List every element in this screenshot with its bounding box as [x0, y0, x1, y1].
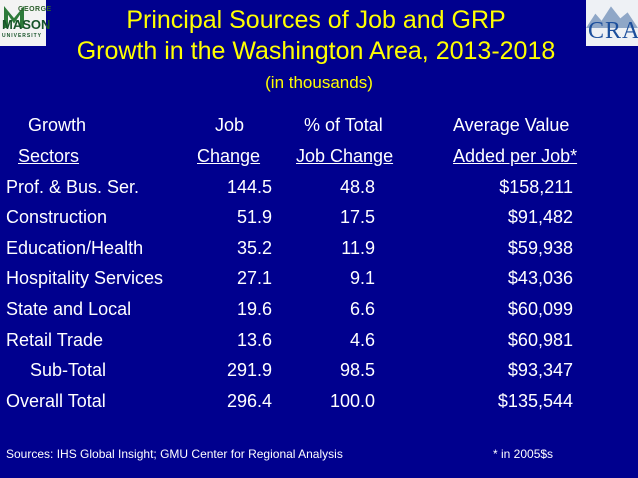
value-cell: $91,482	[507, 207, 573, 227]
george-mason-logo: GEORGE MASON UNIVERSITY	[0, 0, 51, 46]
value-cell: $135,544	[497, 391, 573, 411]
sector-cell: Construction	[6, 207, 108, 227]
col-header-job-line2: Change	[197, 146, 261, 166]
page-title-line1: Principal Sources of Job and GRP	[126, 6, 506, 34]
col-header-job-line1: Job	[215, 115, 245, 135]
page-title-line2: Growth in the Washington Area, 2013-2018	[76, 37, 556, 65]
sources-note: Sources: IHS Global Insight; GMU Center …	[6, 447, 343, 461]
sector-cell: State and Local	[6, 299, 132, 319]
pct-cell: 11.9	[341, 238, 375, 258]
gmu-logo-line1: GEORGE	[18, 6, 52, 13]
job-change-cell: 35.2	[236, 238, 272, 258]
pct-cell: 4.6	[349, 330, 375, 350]
col-header-sector-line1: Growth	[28, 115, 87, 135]
job-change-cell: 144.5	[226, 177, 272, 197]
value-cell: $43,036	[507, 268, 573, 288]
sector-cell: Retail Trade	[6, 330, 104, 350]
pct-cell: 9.1	[349, 268, 375, 288]
job-change-cell: 13.6	[236, 330, 272, 350]
job-change-cell: 19.6	[236, 299, 272, 319]
sector-cell: Prof. & Bus. Ser.	[6, 177, 140, 197]
job-change-cell: 296.4	[226, 391, 272, 411]
col-header-value-line1: Average Value	[453, 115, 570, 135]
value-cell: $60,099	[507, 299, 573, 319]
sector-cell: Overall Total	[6, 391, 106, 411]
gmu-logo-line2: MASON	[2, 17, 51, 32]
col-header-pct-line2: Job Change	[296, 146, 394, 166]
currency-note: * in 2005$s	[493, 447, 554, 461]
pct-cell: 100.0	[329, 391, 375, 411]
col-header-pct-line1: % of Total	[304, 115, 383, 135]
sector-cell: Hospitality Services	[6, 268, 164, 288]
value-cell: $59,938	[507, 238, 573, 258]
job-change-cell: 291.9	[226, 360, 272, 380]
value-cell: $158,211	[499, 177, 573, 197]
gmu-logo-line3: UNIVERSITY	[2, 33, 43, 39]
sector-cell: Sub-Total	[30, 360, 107, 380]
pct-cell: 6.6	[349, 299, 375, 319]
pct-cell: 48.8	[339, 177, 375, 197]
cra-logo-text: CRA	[588, 18, 638, 44]
cra-logo: CRA	[586, 0, 638, 46]
sector-cell: Education/Health	[6, 238, 144, 258]
page-subtitle: (in thousands)	[265, 73, 373, 92]
value-cell: $93,347	[507, 360, 573, 380]
job-change-cell: 27.1	[236, 268, 272, 288]
pct-cell: 98.5	[339, 360, 375, 380]
value-cell: $60,981	[507, 330, 573, 350]
col-header-value-line2: Added per Job*	[453, 146, 578, 166]
col-header-sector-line2: Sectors	[18, 146, 80, 166]
pct-cell: 17.5	[339, 207, 375, 227]
job-change-cell: 51.9	[236, 207, 272, 227]
